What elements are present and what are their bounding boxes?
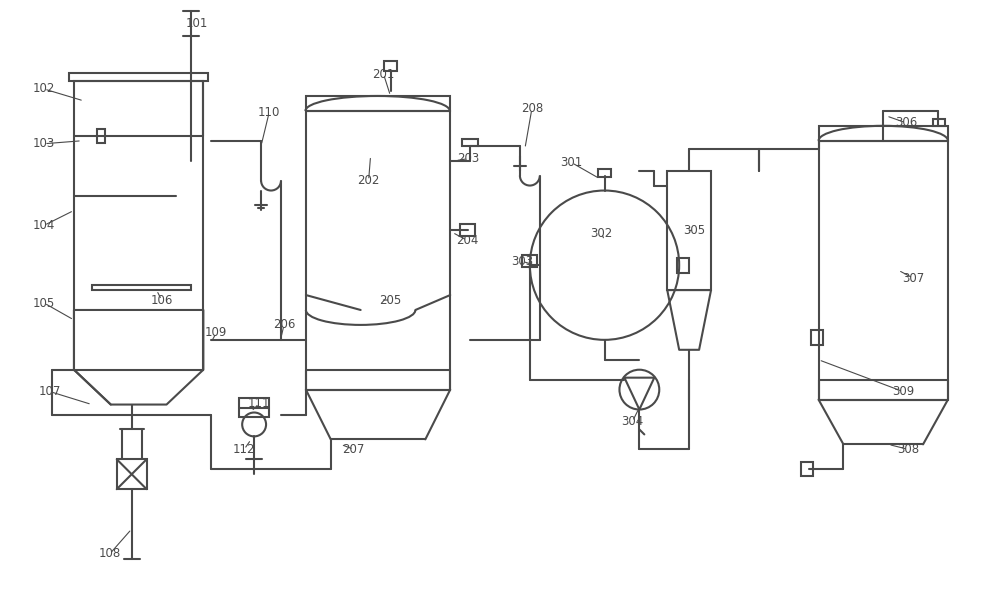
Text: 301: 301	[561, 156, 583, 169]
Text: 307: 307	[902, 272, 924, 285]
Text: 112: 112	[233, 443, 255, 456]
Text: 302: 302	[590, 227, 613, 240]
Text: 107: 107	[39, 385, 61, 398]
Bar	[522, 255, 537, 267]
Text: 108: 108	[99, 547, 121, 560]
Bar	[384, 61, 397, 71]
Text: 304: 304	[621, 415, 644, 428]
Bar	[598, 169, 611, 177]
Bar	[819, 126, 948, 141]
Bar	[811, 330, 823, 345]
Text: 309: 309	[892, 385, 914, 398]
Text: 205: 205	[379, 293, 402, 307]
Bar	[69, 73, 208, 81]
Text: 201: 201	[372, 68, 395, 81]
Bar	[97, 129, 105, 143]
Text: 111: 111	[248, 397, 270, 410]
Text: 203: 203	[457, 152, 479, 165]
Text: 207: 207	[342, 443, 365, 456]
Text: 105: 105	[33, 296, 55, 310]
Bar	[92, 285, 191, 290]
Text: 106: 106	[150, 293, 173, 307]
Bar	[677, 258, 689, 273]
Text: 204: 204	[456, 234, 478, 247]
Bar	[306, 96, 450, 111]
Text: 102: 102	[33, 82, 55, 95]
Text: 305: 305	[683, 224, 705, 237]
Bar	[74, 81, 203, 370]
Bar	[239, 398, 269, 417]
Text: 303: 303	[511, 255, 533, 268]
Text: 208: 208	[521, 103, 543, 115]
Bar	[306, 111, 450, 390]
Bar	[460, 224, 475, 236]
Text: 308: 308	[897, 443, 919, 456]
Bar	[801, 463, 813, 476]
Bar	[819, 141, 948, 400]
Bar	[667, 170, 711, 290]
Text: 306: 306	[895, 116, 917, 130]
Text: 109: 109	[205, 326, 227, 339]
Text: 202: 202	[357, 174, 380, 187]
Bar	[462, 139, 478, 146]
Text: 101: 101	[185, 16, 208, 30]
Text: 110: 110	[258, 106, 280, 119]
Text: 104: 104	[33, 219, 55, 232]
Text: 103: 103	[33, 137, 55, 150]
Bar	[933, 119, 945, 126]
Bar	[117, 459, 147, 489]
Text: 206: 206	[273, 318, 295, 331]
